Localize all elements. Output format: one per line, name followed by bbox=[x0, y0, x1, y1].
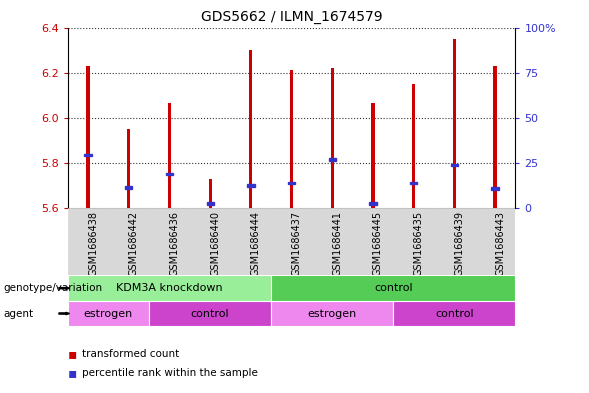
Text: control: control bbox=[435, 309, 474, 318]
Text: GSM1686445: GSM1686445 bbox=[373, 211, 383, 276]
Bar bbox=[125, 186, 133, 189]
Bar bbox=[330, 68, 334, 208]
Bar bbox=[168, 103, 171, 208]
Bar bbox=[68, 301, 149, 326]
Text: GSM1686437: GSM1686437 bbox=[292, 211, 302, 276]
Bar bbox=[108, 208, 149, 275]
Text: GSM1686442: GSM1686442 bbox=[129, 211, 139, 276]
Title: GDS5662 / ILMN_1674579: GDS5662 / ILMN_1674579 bbox=[201, 10, 382, 24]
Bar bbox=[453, 39, 456, 208]
Bar bbox=[87, 66, 90, 208]
Bar bbox=[230, 208, 271, 275]
Text: ▪: ▪ bbox=[68, 347, 77, 361]
Bar bbox=[369, 202, 376, 205]
Text: transformed count: transformed count bbox=[82, 349, 180, 359]
Text: GSM1686436: GSM1686436 bbox=[170, 211, 180, 276]
Text: genotype/variation: genotype/variation bbox=[3, 283, 102, 293]
Text: GSM1686443: GSM1686443 bbox=[495, 211, 505, 276]
Bar bbox=[271, 275, 515, 301]
Bar bbox=[451, 163, 458, 166]
Bar bbox=[149, 208, 190, 275]
Bar bbox=[312, 208, 353, 275]
Bar bbox=[249, 50, 253, 208]
Text: GSM1686444: GSM1686444 bbox=[251, 211, 261, 276]
Text: control: control bbox=[191, 309, 230, 318]
Bar bbox=[353, 208, 393, 275]
Text: control: control bbox=[374, 283, 413, 293]
Text: KDM3A knockdown: KDM3A knockdown bbox=[116, 283, 223, 293]
Bar bbox=[410, 182, 417, 184]
Text: GSM1686435: GSM1686435 bbox=[413, 211, 423, 276]
Bar bbox=[247, 184, 254, 187]
Bar bbox=[393, 301, 515, 326]
Bar bbox=[288, 182, 295, 184]
Bar bbox=[494, 66, 497, 208]
Bar bbox=[491, 187, 499, 190]
Text: estrogen: estrogen bbox=[307, 309, 357, 318]
Bar bbox=[68, 208, 108, 275]
Bar bbox=[434, 208, 475, 275]
Bar bbox=[127, 129, 130, 208]
Text: agent: agent bbox=[3, 309, 33, 318]
Bar bbox=[329, 158, 336, 161]
Text: GSM1686439: GSM1686439 bbox=[454, 211, 464, 276]
Bar bbox=[209, 178, 212, 208]
Bar bbox=[271, 301, 393, 326]
Text: estrogen: estrogen bbox=[84, 309, 133, 318]
Text: percentile rank within the sample: percentile rank within the sample bbox=[82, 368, 259, 378]
Bar bbox=[190, 208, 230, 275]
Bar bbox=[290, 70, 293, 208]
Bar bbox=[84, 154, 92, 156]
Bar bbox=[166, 173, 173, 175]
Bar bbox=[475, 208, 515, 275]
Bar bbox=[149, 301, 271, 326]
Bar bbox=[68, 275, 271, 301]
Text: GSM1686440: GSM1686440 bbox=[210, 211, 220, 276]
Bar bbox=[412, 84, 415, 208]
Text: GSM1686441: GSM1686441 bbox=[332, 211, 342, 276]
Bar bbox=[371, 103, 375, 208]
Bar bbox=[393, 208, 434, 275]
Bar bbox=[271, 208, 312, 275]
Text: GSM1686438: GSM1686438 bbox=[88, 211, 98, 276]
Text: ▪: ▪ bbox=[68, 366, 77, 380]
Bar bbox=[207, 202, 214, 205]
